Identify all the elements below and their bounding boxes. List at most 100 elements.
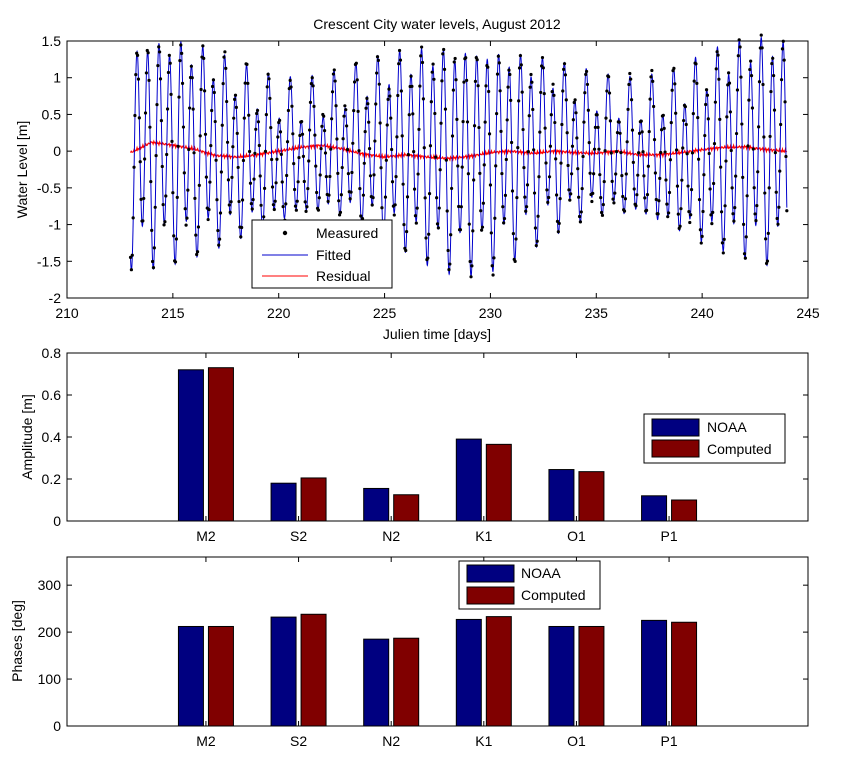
measured-point xyxy=(266,72,270,76)
measured-point xyxy=(412,150,416,154)
measured-point xyxy=(601,202,605,207)
measured-point xyxy=(316,208,321,212)
measured-point xyxy=(348,197,352,201)
measured-point xyxy=(645,193,650,197)
measured-point xyxy=(465,78,469,82)
measured-point xyxy=(679,207,683,211)
measured-point xyxy=(782,58,786,62)
measured-point xyxy=(583,91,587,95)
measured-point xyxy=(432,77,436,81)
measured-point xyxy=(188,106,192,110)
measured-point xyxy=(721,251,725,255)
measured-point xyxy=(708,187,712,191)
measured-point xyxy=(139,197,143,201)
measured-point xyxy=(578,220,583,224)
measured-point xyxy=(473,79,478,83)
measured-point xyxy=(648,97,652,101)
measured-point xyxy=(430,70,434,74)
measured-point xyxy=(527,114,531,118)
measured-point xyxy=(352,109,356,113)
measured-point xyxy=(743,256,747,260)
measured-point xyxy=(482,163,486,167)
measured-point xyxy=(453,56,457,61)
amplitude-bar-noaa-p1 xyxy=(641,495,668,522)
measured-point xyxy=(161,203,165,207)
measured-point xyxy=(270,157,274,162)
measured-point xyxy=(150,228,154,232)
measured-point xyxy=(318,173,322,177)
measured-point xyxy=(628,71,632,76)
measured-point xyxy=(278,130,283,134)
measured-point xyxy=(401,182,405,186)
measured-point xyxy=(710,222,714,226)
measured-point xyxy=(620,173,624,178)
measured-point xyxy=(449,233,453,237)
measured-point xyxy=(757,80,762,84)
measured-point xyxy=(219,170,223,174)
measured-point xyxy=(581,154,585,159)
measured-point xyxy=(565,131,569,135)
measured-point xyxy=(164,194,168,198)
legend-residual-label: Residual xyxy=(316,268,370,284)
measured-point xyxy=(420,60,425,65)
measured-point xyxy=(387,87,391,91)
measured-point xyxy=(745,194,749,198)
measured-point xyxy=(199,87,203,92)
measured-point xyxy=(596,125,600,129)
water-level-legend-box xyxy=(251,219,393,289)
amplitude-ylabel: Amplitude [m] xyxy=(19,394,35,480)
measured-point xyxy=(232,116,236,120)
measured-point xyxy=(400,134,404,138)
measured-point xyxy=(398,58,403,62)
measured-point xyxy=(293,204,298,208)
measured-point xyxy=(661,113,665,117)
measured-point xyxy=(712,142,717,146)
measured-point xyxy=(215,198,219,202)
measured-point xyxy=(301,154,306,158)
measured-point xyxy=(156,64,160,68)
measured-point xyxy=(682,118,686,123)
measured-point xyxy=(664,178,668,182)
measured-point xyxy=(526,150,530,154)
measured-point xyxy=(471,229,475,233)
measured-point xyxy=(395,135,399,139)
measured-point xyxy=(271,203,276,207)
measured-point xyxy=(467,222,471,226)
measured-point xyxy=(683,105,687,109)
amplitude-panel: 00.20.40.60.8M2 S2 N2 K1 O1 P1 Amplitude [m] … xyxy=(19,345,809,544)
measured-point xyxy=(765,259,770,263)
measured-point xyxy=(133,113,137,118)
measured-point xyxy=(733,206,737,210)
phase-category-label: O1 xyxy=(567,733,586,749)
amplitude-bar-computed-k1 xyxy=(485,443,512,522)
amplitude-y-tick-label: 0.6 xyxy=(42,387,62,403)
measured-point xyxy=(653,171,657,175)
measured-point xyxy=(182,171,186,175)
measured-point xyxy=(778,169,782,173)
measured-point xyxy=(719,210,724,214)
measured-point xyxy=(524,209,528,213)
measured-point xyxy=(390,180,395,184)
measured-point xyxy=(598,173,602,177)
measured-point xyxy=(627,82,631,87)
y-tick-label: -2 xyxy=(49,290,62,306)
measured-point xyxy=(375,71,379,75)
measured-point xyxy=(462,80,466,84)
measured-point xyxy=(506,85,510,89)
measured-point xyxy=(152,246,156,250)
measured-point xyxy=(773,151,777,155)
measured-point xyxy=(437,206,441,210)
measured-point xyxy=(174,237,178,241)
measured-point xyxy=(362,161,366,165)
measured-point xyxy=(423,196,427,200)
measured-point xyxy=(510,140,514,145)
measured-point xyxy=(443,107,448,111)
measured-point xyxy=(649,75,653,79)
x-tick-label: 240 xyxy=(690,305,714,321)
measured-point xyxy=(550,90,554,94)
measured-point xyxy=(515,196,519,200)
measured-point xyxy=(421,97,425,101)
measured-point xyxy=(129,268,133,272)
measured-point xyxy=(508,72,512,77)
